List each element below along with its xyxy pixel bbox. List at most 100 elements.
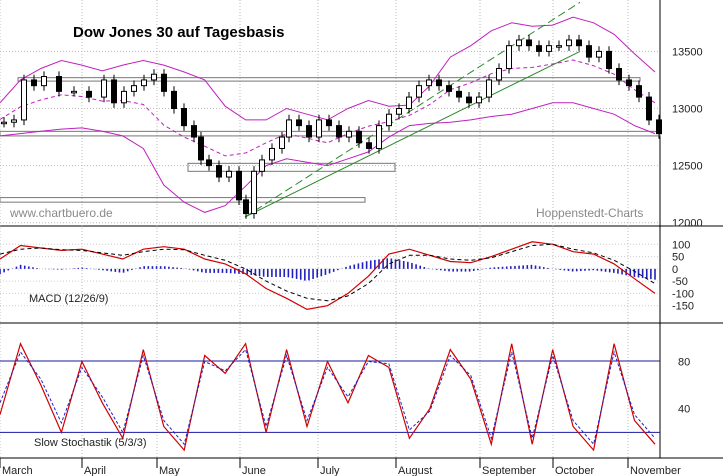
price-tick-label: 12500: [672, 161, 703, 173]
candle-body: [171, 90, 177, 110]
candle-body: [41, 76, 47, 87]
candle-body: [586, 45, 592, 58]
month-axis: March April May June July August September Octo…: [0, 458, 681, 476]
candle-body: [11, 119, 17, 123]
candle-body: [206, 159, 212, 167]
price-panel: 13500 13000 12500 12000: [0, 1, 703, 230]
candle-body: [141, 79, 147, 87]
candle-body: [71, 90, 77, 94]
candle-body: [386, 113, 392, 127]
candle-body: [243, 199, 249, 215]
price-tick-label: 12000: [672, 218, 703, 230]
candle-body: [259, 159, 265, 172]
candle-body: [496, 68, 502, 81]
candle-body: [56, 76, 62, 92]
candle-body: [181, 108, 187, 127]
candle-body: [161, 73, 167, 92]
support-resistance-box: [187, 162, 396, 172]
candle-body: [456, 90, 462, 98]
macd-tick-label: 50: [672, 252, 684, 264]
candle-body: [536, 45, 542, 52]
month-label: September: [482, 465, 536, 476]
macd-tick-label: 0: [672, 264, 678, 276]
macd-tick-label: 100: [672, 239, 690, 251]
candle-body: [279, 136, 285, 149]
candle-body: [446, 85, 452, 92]
macd-tick-label: -100: [672, 288, 694, 300]
watermark-left: www.chartbuero.de: [9, 206, 113, 220]
candle-body: [656, 119, 662, 135]
candle-body: [198, 136, 204, 161]
month-label: March: [2, 465, 33, 476]
candle-body: [466, 96, 472, 104]
macd-line: [0, 241, 656, 311]
candle-body: [626, 79, 632, 87]
candle-body: [436, 79, 442, 87]
candle-body: [286, 119, 292, 138]
stochastic-tick-label: 80: [678, 356, 690, 368]
candle-body: [356, 130, 362, 144]
stochastic-tick-label: 40: [678, 404, 690, 416]
month-label: November: [630, 465, 681, 476]
month-label: May: [159, 465, 180, 476]
candle-body: [416, 85, 422, 98]
candle-body: [396, 108, 402, 115]
candle-body: [31, 79, 37, 87]
candle-body: [226, 170, 232, 178]
stochastic-label: Slow Stochastik (5/3/3): [34, 437, 147, 449]
candle-body: [506, 45, 512, 70]
month-label: April: [84, 465, 106, 476]
candle-body: [606, 50, 612, 70]
candle-body: [269, 147, 275, 161]
candle-body: [476, 96, 482, 104]
candle-body: [216, 165, 222, 178]
month-label: October: [555, 465, 594, 476]
candle-body: [566, 39, 572, 47]
candle-body: [131, 85, 137, 92]
candle-body: [21, 79, 27, 121]
candle-body: [406, 96, 412, 110]
macd-tick-label: -50: [672, 276, 688, 288]
candle-body: [636, 85, 642, 98]
candle-body: [616, 68, 622, 81]
candle-body: [596, 50, 602, 58]
candle-body: [336, 125, 342, 138]
candle-body: [101, 79, 107, 98]
chart-title: Dow Jones 30 auf Tagesbasis: [73, 24, 284, 41]
candle-body: [111, 79, 117, 104]
stochastic-k-line: [0, 342, 656, 452]
candle-body: [486, 79, 492, 98]
stochastic-panel: 80 40: [0, 342, 690, 452]
month-label: August: [398, 465, 432, 476]
candle-body: [1, 121, 7, 125]
candle-body: [151, 73, 157, 81]
candle-body: [191, 125, 197, 138]
candle-body: [86, 90, 92, 98]
macd-label: MACD (12/26/9): [29, 293, 108, 305]
candle-body: [251, 170, 257, 215]
bollinger-middle: [0, 59, 656, 157]
support-resistance-box: [17, 77, 641, 82]
candle-body: [306, 125, 312, 138]
candle-body: [316, 119, 322, 138]
price-tick-label: 13000: [672, 104, 703, 116]
macd-signal-line: [0, 243, 656, 302]
stochastic-d-line: [0, 348, 656, 446]
candle-body: [346, 130, 352, 138]
month-label: June: [242, 465, 266, 476]
grid-lines: [0, 0, 660, 458]
support-resistance-box: [0, 197, 366, 203]
candle-body: [646, 96, 652, 121]
candle-body: [526, 39, 532, 47]
candle-body: [516, 39, 522, 47]
candle-body: [556, 45, 562, 48]
candle-body: [296, 119, 302, 127]
candle-body: [236, 170, 242, 201]
candle-body: [121, 90, 127, 104]
bollinger-lower: [0, 102, 656, 213]
macd-tick-label: -150: [672, 301, 694, 313]
trend-channel-line: [244, 1, 581, 218]
candle-body: [326, 119, 332, 127]
